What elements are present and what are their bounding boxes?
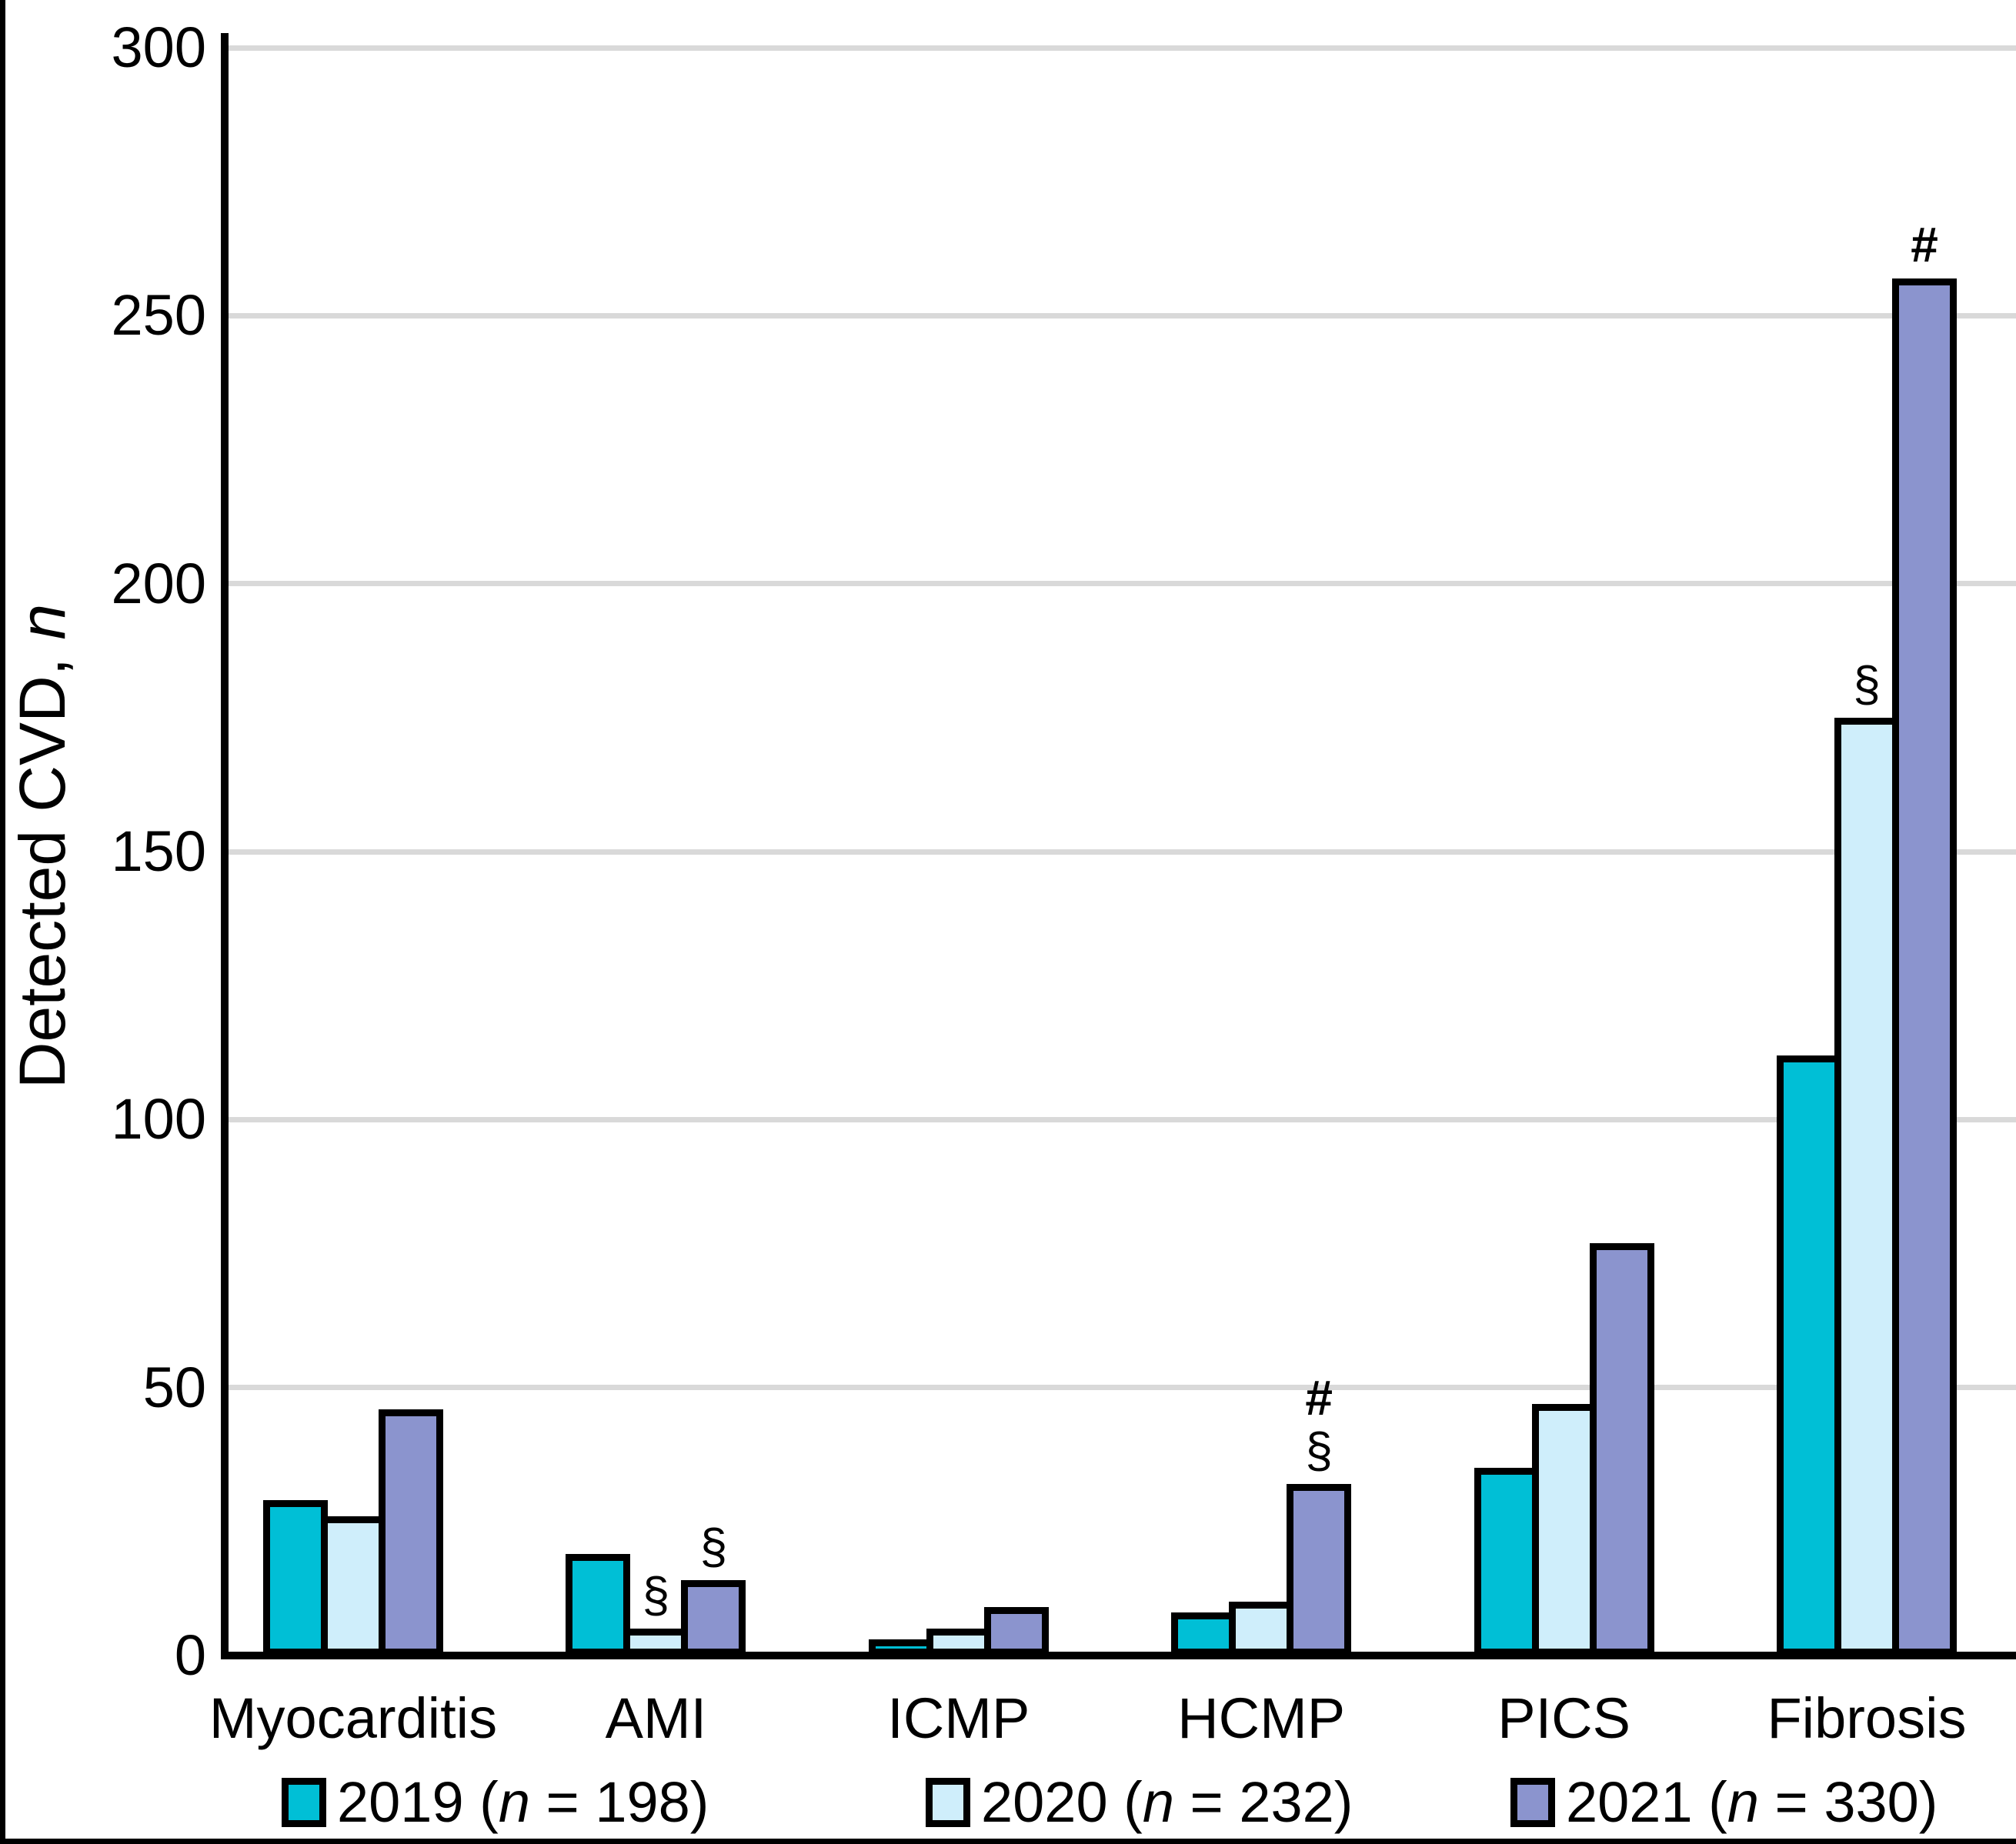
legend-item-2019: 2019 (n = 198) (282, 1772, 709, 1833)
legend-item-2020: 2020 (n = 232) (926, 1772, 1353, 1833)
bar-hcmp-2019 (1171, 1612, 1237, 1656)
section-significance-symbol: § (1305, 1422, 1333, 1478)
legend-label-2020: 2020 (n = 232) (981, 1770, 1353, 1834)
bar-icmp-2021 (983, 1607, 1049, 1656)
bar-pics-2019 (1474, 1468, 1539, 1656)
annotation-fibrosis-2021: # (1809, 218, 2016, 271)
bar-pics-2021 (1589, 1243, 1654, 1656)
figure-bottom-border (0, 1839, 2016, 1844)
legend-swatch-2020 (926, 1778, 970, 1827)
legend-swatch-2019 (282, 1778, 326, 1827)
y-tick-label-250: 250 (111, 283, 206, 348)
annotation-ami-2020: § (540, 1569, 771, 1621)
y-tick-label-150: 150 (111, 819, 206, 883)
bar-hcmp-2020 (1229, 1602, 1294, 1656)
gridline-100 (225, 1116, 2016, 1122)
bar-fibrosis-2021 (1892, 278, 1957, 1656)
bar-myocarditis-2021 (379, 1409, 443, 1656)
y-tick-label-300: 300 (111, 15, 206, 79)
bar-myocarditis-2020 (321, 1516, 386, 1656)
annotation-hcmp-2021: # § (1203, 1372, 1434, 1476)
section-significance-symbol: § (699, 1519, 728, 1574)
legend-swatch-2021 (1510, 1778, 1555, 1827)
gridline-50 (225, 1385, 2016, 1391)
bar-pics-2020 (1531, 1404, 1597, 1656)
bar-fibrosis-2020 (1834, 718, 1899, 1656)
y-tick-label-0: 0 (174, 1623, 206, 1687)
category-label-icmp: ICMP (887, 1686, 1030, 1750)
category-label-ami: AMI (605, 1686, 707, 1750)
category-label-myocarditis: Myocarditis (209, 1686, 498, 1750)
gridline-250 (225, 312, 2016, 318)
bar-fibrosis-2019 (1777, 1055, 1841, 1656)
legend-label-2021: 2021 (n = 330) (1566, 1770, 1938, 1834)
legend-item-2021: 2021 (n = 330) (1510, 1772, 1938, 1833)
y-tick-label-100: 100 (111, 1087, 206, 1152)
gridline-200 (225, 581, 2016, 587)
legend-label-2019: 2019 (n = 198) (337, 1770, 709, 1834)
hash-significance-symbol: # (1911, 217, 1938, 272)
gridline-150 (225, 849, 2016, 855)
category-label-fibrosis: Fibrosis (1767, 1686, 1967, 1750)
hash-significance-symbol: # (1305, 1370, 1333, 1426)
category-label-hcmp: HCMP (1177, 1686, 1346, 1750)
section-significance-symbol: § (1853, 656, 1881, 712)
annotation-ami-2021: § (598, 1520, 829, 1572)
section-significance-symbol: § (642, 1567, 670, 1622)
annotation-fibrosis-2020: § (1751, 658, 1982, 710)
bar-myocarditis-2019 (263, 1500, 328, 1656)
figure-left-border (0, 0, 5, 1844)
category-label-pics: PICS (1497, 1686, 1630, 1750)
y-axis-line (221, 33, 229, 1659)
bar-hcmp-2021 (1287, 1484, 1352, 1656)
gridline-300 (225, 45, 2016, 51)
x-axis-line (221, 1652, 2016, 1659)
y-tick-label-50: 50 (142, 1355, 206, 1419)
y-tick-label-200: 200 (111, 551, 206, 615)
